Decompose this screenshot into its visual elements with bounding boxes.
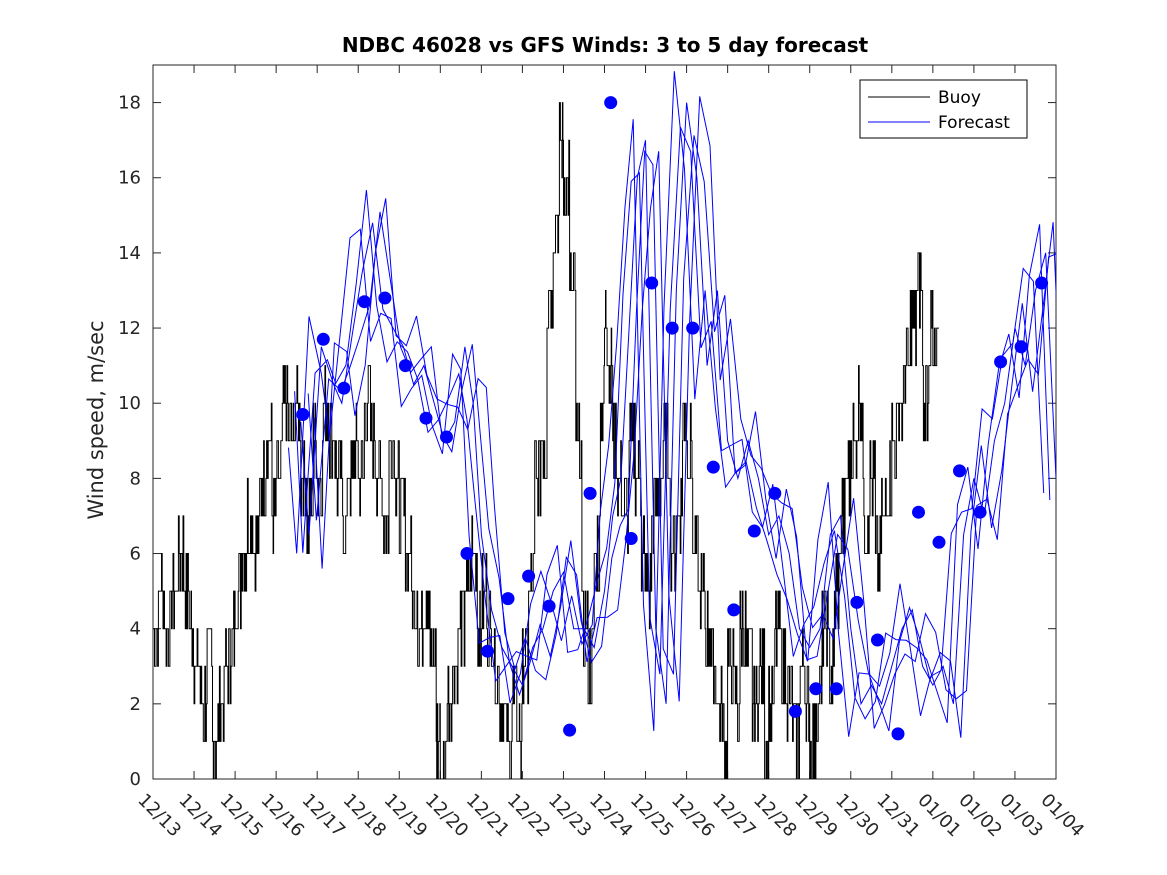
forecast-marker [973,505,987,519]
forecast-marker [891,727,905,741]
y-tick-label: 18 [118,93,141,114]
chart-title: NDBC 46028 vs GFS Winds: 3 to 5 day fore… [342,33,869,57]
forecast-marker [912,505,925,519]
legend-label-forecast: Forecast [938,113,1010,133]
forecast-marker [440,430,453,444]
forecast-marker [994,355,1008,369]
forecast-marker [809,682,823,696]
forecast-marker [953,464,966,478]
series-forecast-line [307,135,1056,738]
forecast-marker [542,599,556,613]
forecast-marker [645,276,659,290]
legend-box [859,79,1028,139]
forecast-marker [747,524,761,538]
forecast-marker [337,381,351,395]
y-tick-label: 16 [118,168,141,189]
forecast-marker [788,704,802,718]
legend-label-buoy: Buoy [938,88,981,108]
forecast-marker [378,291,392,305]
forecast-marker [665,321,679,335]
forecast-marker [706,460,720,474]
y-tick-label: 10 [118,393,141,414]
forecast-marker [1014,340,1028,354]
forecast-marker [522,569,536,583]
series-forecast-line [288,71,1045,737]
forecast-marker [604,96,618,110]
forecast-marker [357,295,371,309]
series-forecast-line [300,102,1056,706]
forecast-marker [481,644,494,658]
forecast-marker [871,633,884,647]
y-axis-label: Wind speed, m/sec [84,320,108,519]
forecast-marker [932,535,946,549]
forecast-marker [316,332,330,346]
forecast-marker [583,486,597,500]
series-buoy-line [153,102,939,779]
series-forecast-line [313,96,1056,729]
legend: Buoy Forecast [859,79,1028,139]
y-tick-label: 12 [118,318,141,339]
forecast-marker [624,532,638,545]
forecast-marker [686,321,700,335]
y-tick-label: 4 [130,619,141,640]
y-tick-label: 0 [130,769,141,790]
forecast-marker [563,723,577,737]
y-tick-label: 8 [130,468,141,489]
y-tick-label: 14 [118,243,141,264]
forecast-marker [501,592,515,606]
forecast-marker [768,486,782,500]
forecast-marker [460,547,474,560]
forecast-marker [296,408,310,421]
series-forecast-line [294,127,1051,724]
forecast-marker [850,595,864,609]
forecast-marker [829,682,843,696]
forecast-marker [419,411,433,425]
forecast-marker [398,359,412,373]
forecast-marker [1035,276,1049,290]
forecast-marker [727,603,741,617]
y-tick-label: 2 [130,694,141,715]
y-tick-label: 6 [130,544,141,565]
